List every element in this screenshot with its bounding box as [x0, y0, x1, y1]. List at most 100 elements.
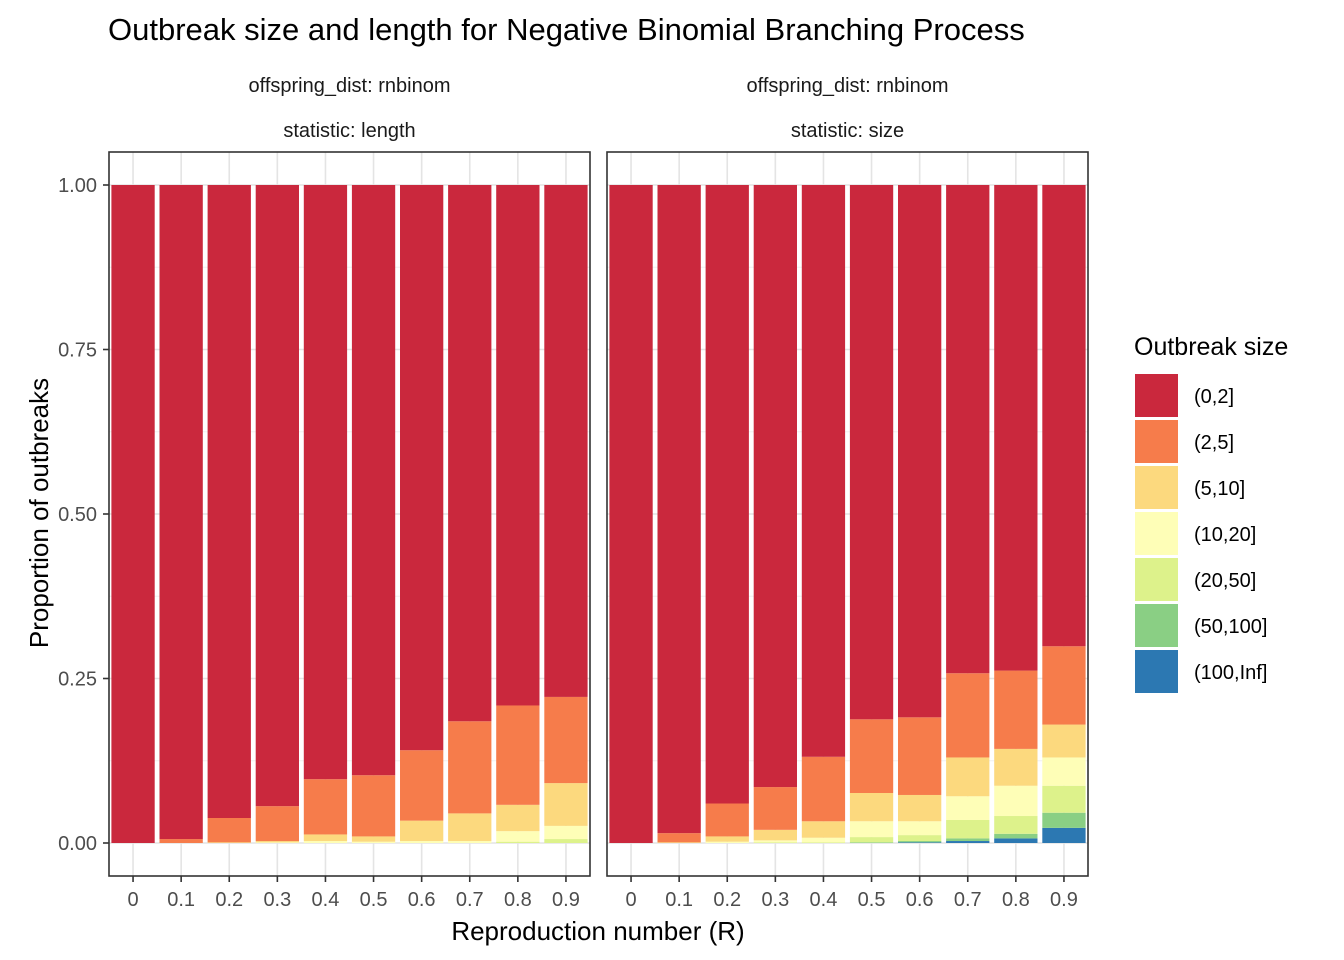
x-tick-label: 0.9 [1050, 889, 1078, 911]
x-tick-label: 0.9 [552, 889, 580, 911]
bar-segment-10-20-r-0.6 [400, 841, 444, 843]
bar-segment-5-10-r-0.3 [255, 841, 299, 843]
bar-segment-5-10-r-0.7 [448, 813, 492, 842]
bar-segment-50-100-r-0.6 [898, 841, 942, 843]
bar-segment-5-10-r-0.1 [657, 842, 701, 843]
x-tick-label: 0.8 [504, 889, 532, 911]
bar-segment-5-10-r-0.2 [705, 836, 749, 842]
panel-1-strip-label-2: statistic: length [283, 120, 415, 142]
bar-segment-5-10-r-0.3 [753, 829, 797, 841]
bar-segment-2-5-r-0.6 [898, 717, 942, 795]
bar-segment-10-20-r-0.6 [898, 821, 942, 836]
panel-2-strip-label-2: statistic: size [791, 120, 904, 142]
bar-segment-20-50-r-0.8 [496, 841, 540, 843]
y-tick-label: 0.50 [58, 504, 97, 526]
bar-segment-0-2-r-0.7 [448, 185, 492, 722]
x-tick-label: 0.2 [215, 889, 243, 911]
bar-segment-20-50-r-0.3 [753, 842, 797, 843]
bar-segment-5-10-r-0.7 [946, 757, 990, 797]
bar-segment-10-20-r-0.8 [496, 831, 540, 842]
bar-segment-2-5-r-0.5 [849, 719, 894, 793]
x-tick-label: 0.2 [713, 889, 741, 911]
legend-label: (100,Inf] [1194, 662, 1267, 684]
y-axis: 0.00 0.25 0.50 0.75 1.00 [58, 175, 109, 855]
bar-segment-20-50-r-0.4 [801, 842, 846, 843]
bar-segment-0-2-r-0.4 [303, 185, 348, 780]
bar-segment-0-2-r-0.4 [801, 185, 846, 757]
legend-swatch [1135, 512, 1178, 555]
bar-segment-10-20-r-0.7 [448, 841, 492, 843]
bar-segment-0-2-r-0.9 [544, 185, 588, 697]
bar-segment-0-2-r-0.5 [351, 185, 396, 776]
chart-title: Outbreak size and length for Negative Bi… [108, 12, 1025, 47]
bar-segment-0-2-r-0.3 [255, 185, 299, 807]
bar-segment-2-5-r-0.6 [400, 750, 444, 821]
bar-segment-50-100-r-0.7 [946, 838, 990, 842]
bar-segment-2-5-r-0.3 [255, 806, 299, 842]
bar-segment-10-20-r-0.4 [303, 841, 348, 843]
bar-segment-0-2-r-0.2 [705, 185, 749, 804]
bar-segment-0-2-r-0.6 [898, 185, 942, 718]
y-tick-label: 0.25 [58, 669, 97, 691]
x-tick-label: 0.1 [167, 889, 195, 911]
bar-segment-0-2-r-0.1 [159, 185, 203, 840]
legend-swatch [1135, 420, 1178, 463]
bar-segment-2-5-r-0.4 [801, 756, 846, 822]
x-tick-label: 0.6 [906, 889, 934, 911]
bar-segment-5-10-r-0.2 [207, 842, 251, 843]
x-tick-label: 0.4 [312, 889, 340, 911]
bar-segment-2-5-r-0.7 [448, 721, 492, 814]
bar-segment-2-5-r-0.3 [753, 787, 797, 830]
legend-label: (2,5] [1194, 432, 1234, 454]
bar-segment-2-5-r-0.9 [1042, 646, 1086, 725]
bar-segment-5-10-r-0.4 [303, 834, 348, 842]
panel-2-strip-label-1: offspring_dist: rnbinom [747, 75, 949, 97]
y-tick-label: 0.00 [58, 833, 97, 855]
bar-segment-5-10-r-0.5 [849, 792, 894, 822]
bar-segment-100-Inf-r-0.8 [994, 838, 1038, 843]
bar-segment-2-5-r-0.1 [159, 839, 203, 843]
bar-segment-20-50-r-0.8 [994, 816, 1038, 834]
bar-segment-2-5-r-0.7 [946, 673, 990, 758]
panel-border [606, 151, 1089, 877]
x-tick-label: 0.5 [360, 889, 388, 911]
bar-segment-2-5-r-0.1 [657, 833, 701, 843]
legend-swatch [1135, 604, 1178, 647]
x-tick-label: 0.4 [810, 889, 838, 911]
bar-segment-2-5-r-0.9 [544, 696, 588, 784]
legend-label: (5,10] [1194, 478, 1245, 500]
bar-segment-100-Inf-r-0.7 [946, 841, 990, 843]
x-tick-label: 0.5 [858, 889, 886, 911]
bar-segment-10-20-r-0.2 [705, 841, 749, 843]
chart-panels: offspring_dist: rnbinom statistic: length… [108, 75, 1089, 911]
bar-segment-2-5-r-0.2 [207, 817, 251, 843]
bar-segment-10-20-r-0.5 [351, 841, 396, 843]
bar-segment-5-10-r-0.9 [1042, 724, 1086, 758]
bar-segment-100-Inf-r-0.6 [898, 842, 942, 843]
y-tick-label: 1.00 [58, 175, 97, 197]
bar-segment-2-5-r-0.8 [994, 670, 1038, 749]
bar-segment-0-2-r-0.5 [849, 185, 894, 720]
bar-segment-0-2-r-0.3 [753, 185, 797, 788]
legend-label: (0,2] [1194, 386, 1234, 408]
bar-segment-10-20-r-0.4 [801, 837, 846, 843]
y-tick-label: 0.75 [58, 340, 97, 362]
bar-segment-20-50-r-0.9 [544, 839, 588, 843]
bar-segment-5-10-r-0.9 [544, 783, 588, 826]
x-tick-label: 0.6 [408, 889, 436, 911]
bar-segment-2-5-r-0.4 [303, 779, 348, 835]
bar-segment-0-2-r-0.1 [657, 185, 701, 834]
legend-swatch [1135, 650, 1178, 693]
bar-segment-0-2-r-0 [609, 185, 653, 843]
x-tick-label: 0.7 [456, 889, 484, 911]
x-tick-label: 0 [127, 889, 138, 911]
panel-2: offspring_dist: rnbinom statistic: size 0 0… [606, 75, 1089, 911]
x-tick-label: 0.8 [1002, 889, 1030, 911]
panel-1-strip-label-1: offspring_dist: rnbinom [249, 75, 451, 97]
bar-segment-2-5-r-0.8 [496, 705, 540, 805]
x-tick-label: 0.7 [954, 889, 982, 911]
bar-segment-10-20-r-0.3 [753, 840, 797, 843]
bar-segment-10-20-r-0.5 [849, 821, 894, 838]
bar-segment-5-10-r-0.5 [351, 836, 396, 842]
